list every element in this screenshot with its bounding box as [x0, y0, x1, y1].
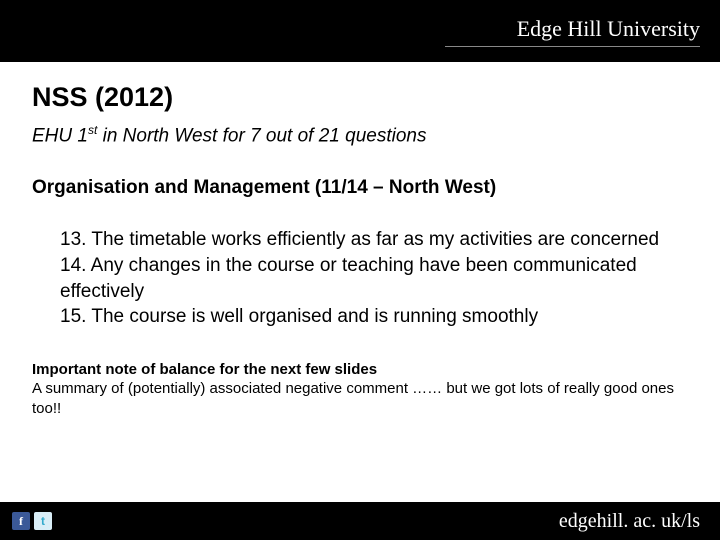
question-15: 15. The course is well organised and is … — [60, 304, 688, 330]
section-heading: Organisation and Management (11/14 – Nor… — [32, 177, 688, 199]
logo-divider — [445, 46, 700, 47]
subtitle-prefix: EHU 1 — [32, 125, 88, 146]
header-bar: Edge Hill University — [0, 0, 720, 62]
subtitle-super: st — [88, 123, 97, 137]
slide-content: NSS (2012) EHU 1st in North West for 7 o… — [0, 62, 720, 418]
footer-bar: f t edgehill. ac. uk/ls — [0, 502, 720, 540]
slide-subtitle: EHU 1st in North West for 7 out of 21 qu… — [32, 123, 688, 147]
note-body: A summary of (potentially) associated ne… — [32, 379, 688, 418]
footer-url: edgehill. ac. uk/ls — [559, 510, 700, 533]
question-14: 14. Any changes in the course or teachin… — [60, 253, 688, 304]
university-logo-text: Edge Hill University — [445, 16, 700, 42]
question-13: 13. The timetable works efficiently as f… — [60, 227, 688, 253]
question-list: 13. The timetable works efficiently as f… — [32, 227, 688, 330]
subtitle-suffix: in North West for 7 out of 21 questions — [97, 125, 426, 146]
twitter-icon[interactable]: t — [34, 512, 52, 530]
balance-note: Important note of balance for the next f… — [32, 360, 688, 419]
social-icons: f t — [12, 512, 52, 530]
slide-title: NSS (2012) — [32, 82, 688, 113]
note-heading: Important note of balance for the next f… — [32, 360, 688, 380]
logo-block: Edge Hill University — [445, 16, 700, 47]
facebook-icon[interactable]: f — [12, 512, 30, 530]
